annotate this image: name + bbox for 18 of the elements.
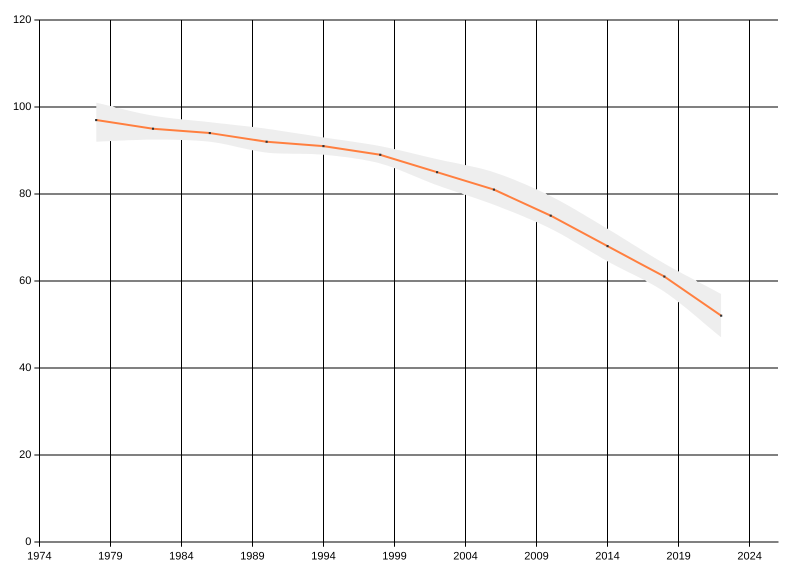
y-tick-label: 60 xyxy=(19,274,32,287)
x-tick-label: 2004 xyxy=(453,550,478,562)
x-tick-label: 1994 xyxy=(311,550,336,562)
y-tick-label: 100 xyxy=(12,101,32,113)
x-tick-label: 1984 xyxy=(169,550,194,562)
x-tick-label: 2019 xyxy=(666,550,691,562)
x-tick-label: 1979 xyxy=(98,550,123,562)
y-tick-label: 80 xyxy=(19,188,32,200)
y-tick-label: 120 xyxy=(12,14,32,26)
x-tick-label: 1974 xyxy=(27,550,52,562)
x-tick-label: 1999 xyxy=(382,550,407,562)
x-tick-label: 2014 xyxy=(595,550,620,562)
x-tick-label: 2009 xyxy=(524,550,549,562)
x-tick-label: 2024 xyxy=(737,550,762,562)
y-tick-label: 20 xyxy=(19,448,32,461)
x-tick-label: 1989 xyxy=(240,550,265,562)
y-tick-label: 0 xyxy=(25,536,32,548)
y-tick-label: 40 xyxy=(19,362,32,374)
